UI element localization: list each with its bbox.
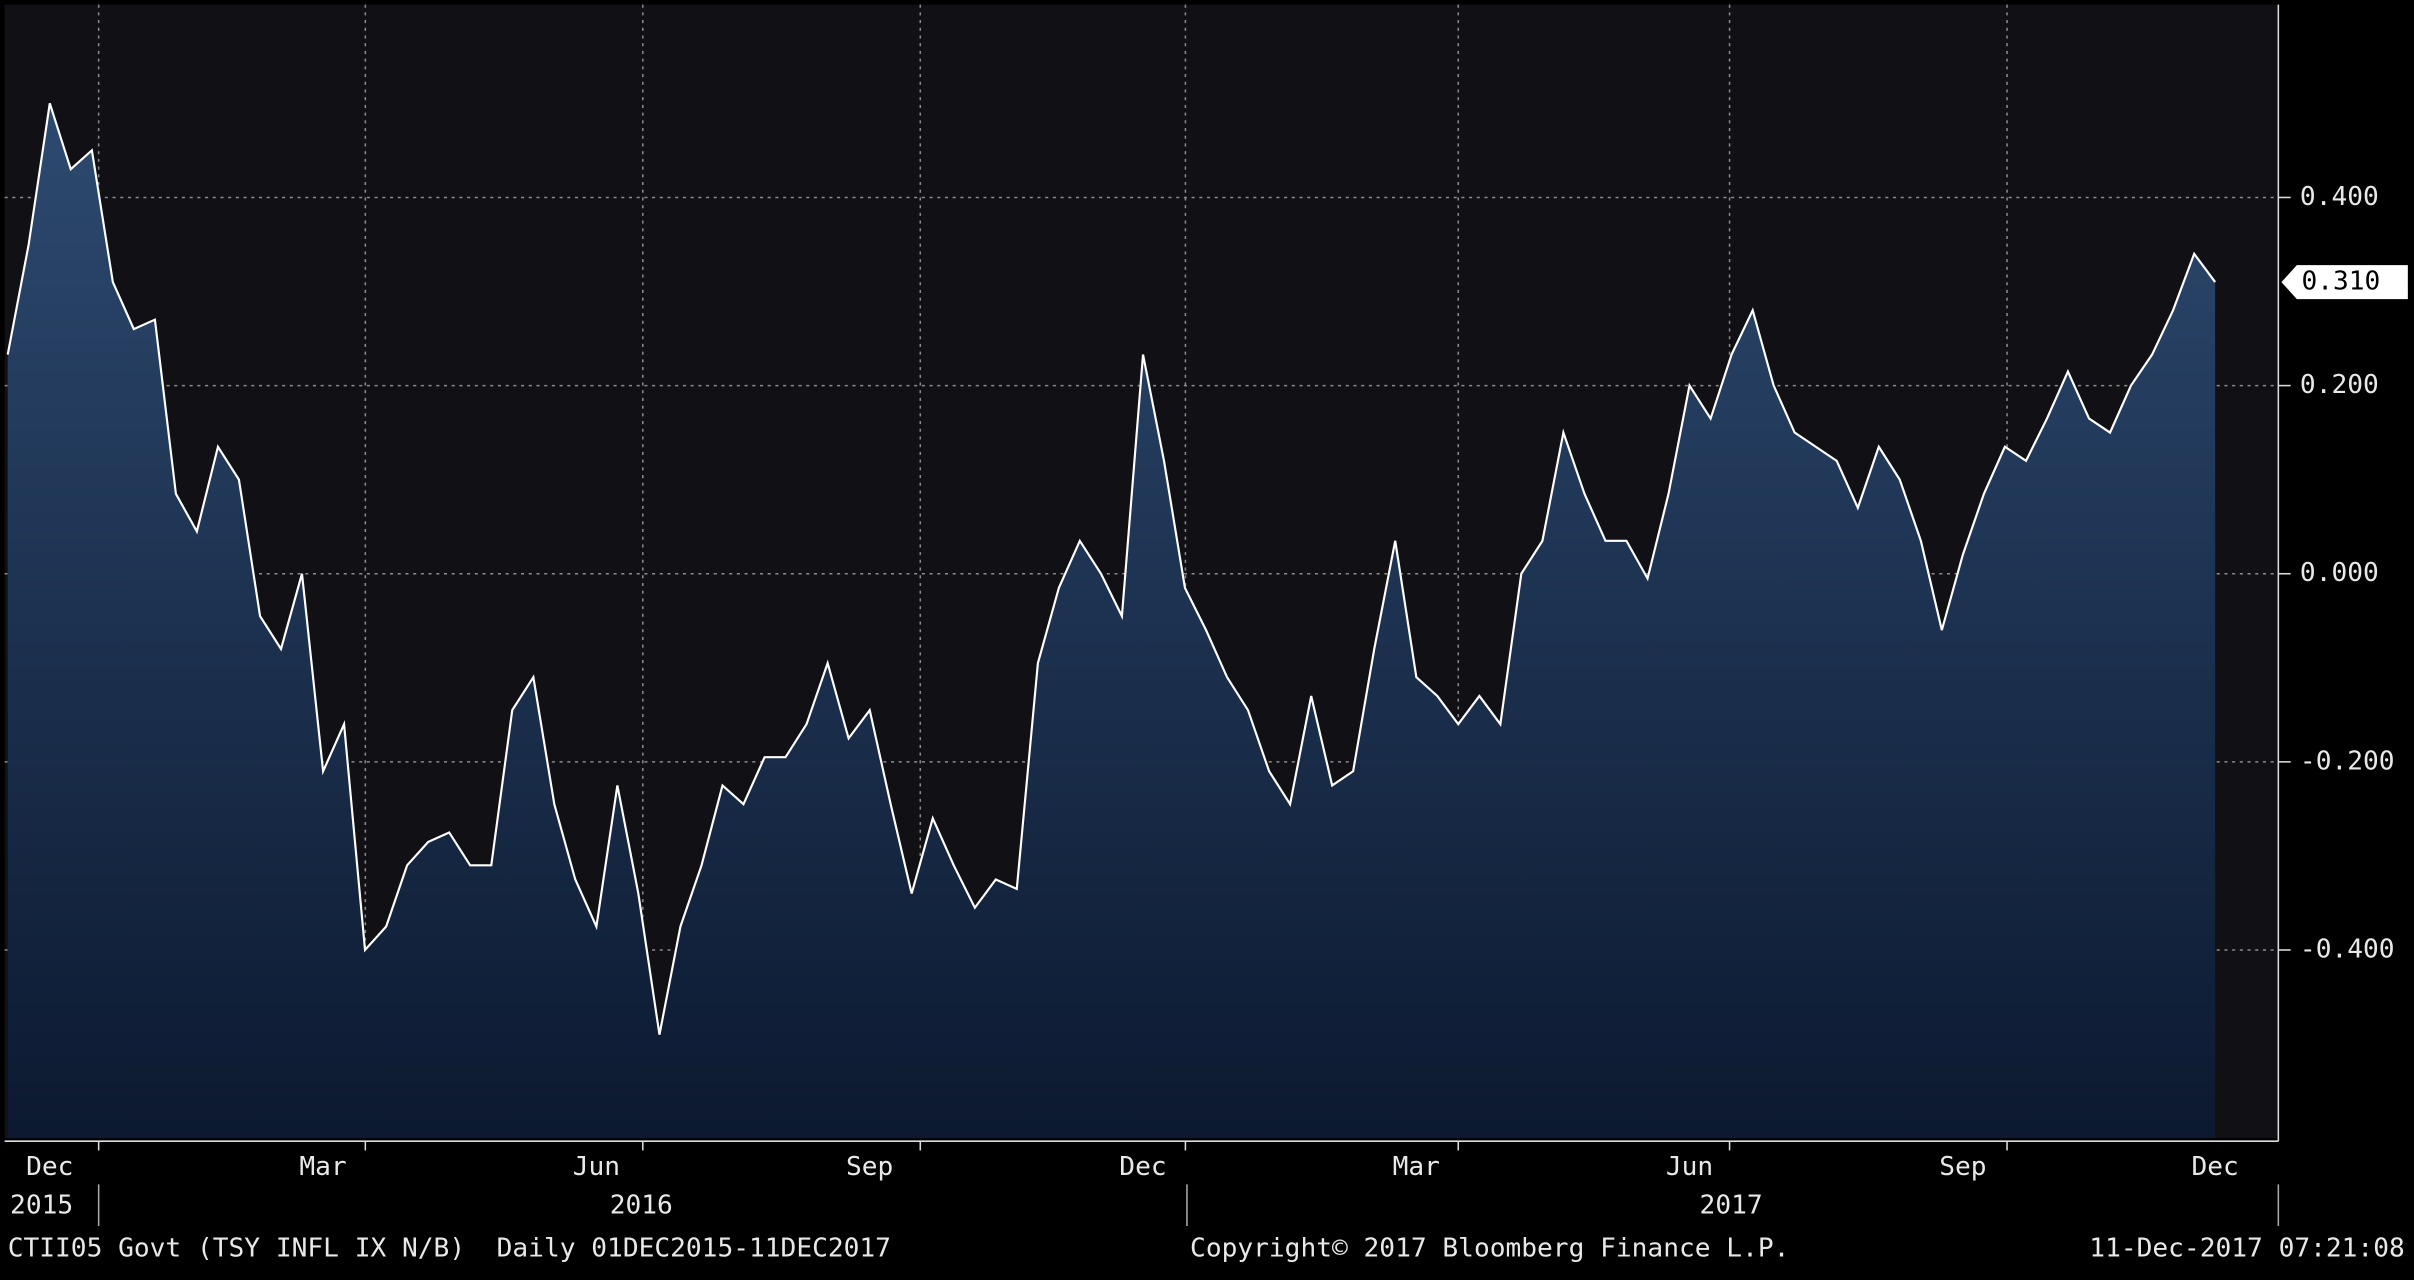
line	[6, 102, 2217, 1035]
x-tick-label: Jun	[573, 1152, 620, 1182]
x-tick-label: Mar	[299, 1152, 346, 1182]
x-tick-label: Dec	[2191, 1152, 2238, 1182]
year-label: 2016	[610, 1190, 673, 1220]
x-tick-label: Jun	[1666, 1152, 1713, 1182]
x-tick-label: Sep	[1939, 1152, 1986, 1182]
x-tick-label: Dec	[1119, 1152, 1166, 1182]
year-label: 2017	[1700, 1190, 1763, 1220]
x-tick-label: Dec	[26, 1152, 73, 1182]
footer-center: Copyright© 2017 Bloomberg Finance L.P.	[1190, 1234, 1789, 1264]
x-tick-label: Sep	[846, 1152, 893, 1182]
y-tick-label: 0.400	[2300, 182, 2379, 212]
last-value-box	[2281, 265, 2408, 300]
y-tick-label: -0.200	[2300, 746, 2395, 776]
area	[7, 103, 2216, 1139]
footer-right: 11-Dec-2017 07:21:08	[2089, 1234, 2404, 1264]
y-tick-label: -0.400	[2300, 934, 2395, 964]
y-tick-label: 0.000	[2300, 558, 2379, 588]
last-value-label: 0.310	[2301, 267, 2380, 297]
year-label: 2015	[10, 1190, 73, 1220]
y-tick-label: 0.200	[2300, 370, 2379, 400]
x-tick-label: Mar	[1393, 1152, 1440, 1182]
footer-left: CTII05 Govt (TSY INFL IX N/B) Daily 01DE…	[8, 1234, 891, 1264]
